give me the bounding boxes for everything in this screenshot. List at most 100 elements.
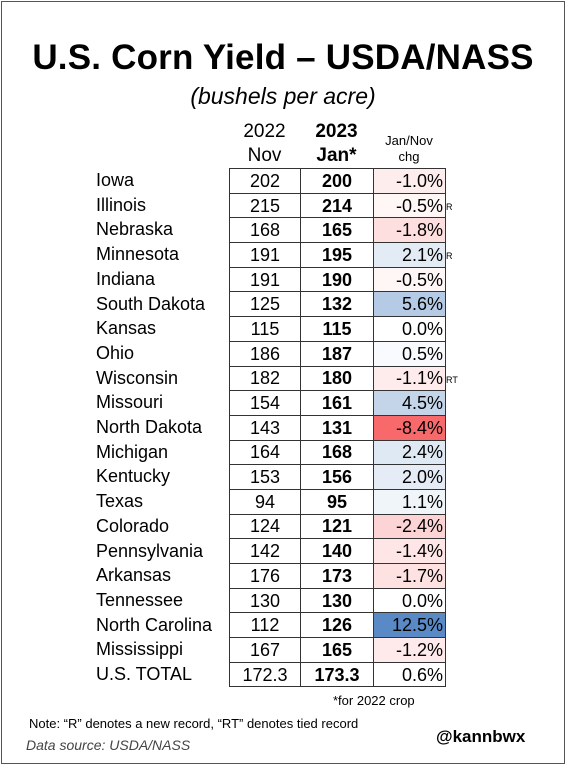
change-cell: 0.5% [373,340,446,367]
jan-yield-cell: 121 [300,513,374,540]
nov-yield-cell: 94 [229,488,301,515]
table-row: 115 115 0.0% [229,316,446,342]
state-label: Tennessee [96,589,184,610]
change-cell: 12.5% [373,612,446,639]
jan-yield-cell: 187 [300,340,374,367]
nov-yield-cell: 124 [229,513,301,540]
jan-yield-cell: 126 [300,612,374,639]
table-row: 94 95 1.1% [229,488,446,515]
jan-yield-cell: 131 [300,414,374,441]
col-header-jan-month: Jan* [316,145,357,166]
table-row: 167 165 -1.2% [229,637,446,663]
table-row: 191 190 -0.5% [229,266,446,293]
state-label: North Dakota [96,417,203,437]
change-cell: 4.5% [373,390,446,416]
change-cell: -1.1% [373,365,446,392]
col-header-nov-year: 2022 [243,121,286,142]
jan-yield-cell: 214 [300,192,374,219]
table-row: 202 200 -1.0% [229,168,446,194]
table-row: 112 126 12.5% [229,612,446,639]
nov-yield-cell: 191 [229,266,301,293]
change-cell: -8.4% [373,414,446,441]
state-label: Missouri [96,392,164,413]
jan-yield-cell: 140 [300,538,374,564]
state-label: Nebraska [96,219,174,240]
jan-yield-cell: 130 [300,587,374,614]
nov-yield-cell: 164 [229,439,301,466]
table-row: 191 195 2.1% [229,242,446,268]
table-row: 182 180 -1.1% [229,365,446,392]
state-label: Mississippi [96,639,184,660]
nov-yield-cell: 202 [229,168,301,194]
chart-subtitle: (bushels per acre) [190,83,376,109]
total-label: U.S. TOTAL [96,664,193,684]
col-header-nov-month: Nov [247,145,282,166]
change-cell: -1.0% [373,168,446,194]
nov-yield-cell: 112 [229,612,301,639]
record-flag: R [446,201,453,212]
table-row: 130 130 0.0% [229,587,446,614]
record-flag: R [446,251,453,262]
table-row: 154 161 4.5% [229,390,446,416]
state-label: Wisconsin [96,367,179,388]
change-cell: -0.5% [373,192,446,219]
jan-yield-cell: 190 [300,266,374,293]
record-flag: RT [446,374,458,385]
table-row: 168 165 -1.8% [229,217,446,244]
table-row: 142 140 -1.4% [229,538,446,564]
jan-yield-cell: 156 [300,464,374,490]
state-label: Minnesota [96,244,180,265]
nov-yield-cell: 154 [229,390,301,416]
nov-yield-cell: 115 [229,316,301,342]
state-label: South Dakota [96,293,206,314]
change-cell: -1.2% [373,637,446,663]
nov-yield-cell: 143 [229,414,301,441]
state-label: Pennsylvania [96,540,204,561]
state-label: Michigan [96,441,169,462]
state-label: Texas [96,491,144,512]
jan-yield-cell: 180 [300,365,374,392]
table-row: 125 132 5.6% [229,291,446,318]
footnote-crop: *for 2022 crop [333,693,415,708]
jan-yield-cell: 168 [300,439,374,466]
state-label: Ohio [96,342,135,363]
change-cell: -0.5% [373,266,446,293]
col-header-nov: 2022 Nov [229,120,300,168]
jan-yield-cell: 165 [300,217,374,244]
table-row: 164 168 2.4% [229,439,446,466]
nov-yield-cell: 153 [229,464,301,490]
col-header-chg-line1: Jan/Nov [385,133,433,148]
jan-yield-cell: 200 [300,168,374,194]
table-row: 153 156 2.0% [229,464,446,490]
jan-yield-cell: 165 [300,637,374,663]
change-cell: -1.8% [373,217,446,244]
chart-title: U.S. Corn Yield – USDA/NASS [32,38,534,77]
change-cell: -1.7% [373,563,446,589]
jan-yield-cell: 161 [300,390,374,416]
yield-table: 202 200 -1.0% 215 214 -0.5% 168 165 -1.8% 191 195 2… [229,168,446,688]
change-cell: 0.0% [373,587,446,614]
change-cell: -1.4% [373,538,446,564]
table-row: 143 131 -8.4% [229,414,446,441]
change-cell: 2.4% [373,439,446,466]
jan-yield-cell: 195 [300,242,374,268]
jan-yield-cell: 132 [300,291,374,318]
nov-yield-cell: 142 [229,538,301,564]
col-header-chg-line2: chg [398,149,420,164]
col-header-jan: 2023 Jan* [300,120,373,168]
table-row: 124 121 -2.4% [229,513,446,540]
data-source: Data source: USDA/NASS [26,737,191,753]
author-handle: @kannbwx [436,727,526,746]
state-label: Indiana [96,268,156,289]
table-row: 215 214 -0.5% [229,192,446,219]
table-row: 186 187 0.5% [229,340,446,367]
total-nov-cell: 172.3 [229,661,301,688]
state-label: Illinois [96,194,147,215]
state-label: Colorado [96,515,170,536]
jan-yield-cell: 95 [300,488,374,515]
change-cell: 2.0% [373,464,446,490]
change-cell: -2.4% [373,513,446,540]
state-label: North Carolina [96,614,213,635]
nov-yield-cell: 182 [229,365,301,392]
state-label: Iowa [96,170,135,190]
